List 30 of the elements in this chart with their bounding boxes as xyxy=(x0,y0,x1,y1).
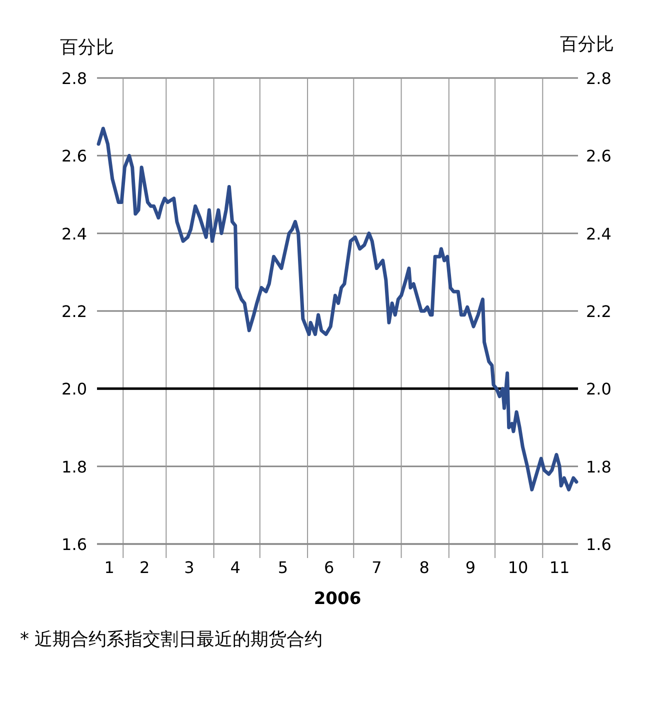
y-tick-label: 2.0 xyxy=(62,380,87,399)
y2-tick-label: 2.8 xyxy=(586,69,612,88)
y2-tick-label: 1.6 xyxy=(586,535,612,554)
x-tick-label: 10 xyxy=(508,558,528,577)
y-tick-label: 1.6 xyxy=(62,535,87,554)
y2-axis-title: 百分比 xyxy=(560,34,614,55)
y-tick-label: 1.8 xyxy=(62,457,87,476)
y-tick-label: 2.4 xyxy=(62,224,87,244)
text: * 近期合约系指交割日最近的期货合约 xyxy=(20,629,323,650)
x-tick-label: 11 xyxy=(549,558,570,577)
y2-tick-label: 2.0 xyxy=(586,380,612,399)
x-axis-title: 2006 xyxy=(314,589,362,609)
y-axis-title: 百分比 xyxy=(60,37,114,58)
x-tick-label: 7 xyxy=(372,558,382,577)
y-tick-label: 2.8 xyxy=(62,69,87,88)
x-tick-label: 2 xyxy=(140,558,150,577)
x-tick-label: 3 xyxy=(184,558,194,577)
line-series xyxy=(96,126,578,492)
y2-tick-label: 1.8 xyxy=(586,457,612,476)
x-tick-label: 9 xyxy=(465,558,476,577)
y-tick-label: 2.2 xyxy=(62,302,87,321)
x-tick-label: 5 xyxy=(278,558,288,577)
x-tick-label: 6 xyxy=(324,558,334,577)
y2-tick-label: 2.6 xyxy=(586,146,612,166)
x-tick-label: 4 xyxy=(230,558,240,577)
y2-tick-label: 2.4 xyxy=(586,224,612,244)
x-tick-label: 8 xyxy=(419,558,430,577)
x-tick-label: 1 xyxy=(104,558,114,577)
y-tick-label: 2.6 xyxy=(62,146,87,166)
y2-tick-label: 2.2 xyxy=(586,302,612,321)
